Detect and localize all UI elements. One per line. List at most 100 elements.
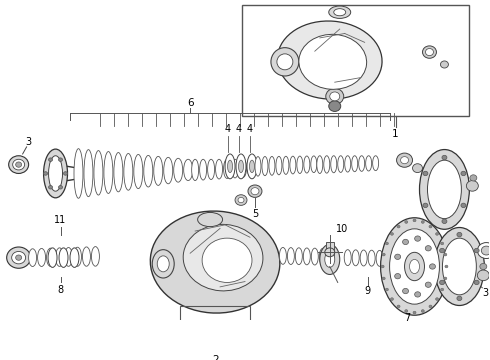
Ellipse shape [287, 248, 294, 265]
Ellipse shape [216, 159, 222, 179]
Text: 3: 3 [482, 288, 489, 298]
Bar [326, 242, 334, 261]
Ellipse shape [184, 159, 193, 181]
Ellipse shape [247, 159, 254, 177]
Ellipse shape [269, 157, 275, 175]
Circle shape [44, 172, 48, 175]
Ellipse shape [279, 247, 286, 264]
Circle shape [235, 195, 247, 205]
Circle shape [329, 101, 341, 112]
Ellipse shape [232, 159, 239, 178]
Ellipse shape [202, 238, 252, 283]
Circle shape [425, 246, 431, 251]
Ellipse shape [376, 250, 383, 266]
Circle shape [457, 296, 462, 301]
Ellipse shape [410, 260, 419, 274]
Ellipse shape [38, 248, 46, 266]
Ellipse shape [317, 156, 323, 174]
Ellipse shape [303, 248, 310, 265]
Circle shape [12, 251, 25, 264]
Ellipse shape [59, 248, 68, 267]
Circle shape [466, 181, 478, 191]
Circle shape [58, 185, 63, 189]
Circle shape [441, 288, 443, 291]
Circle shape [397, 225, 400, 228]
Circle shape [381, 265, 384, 268]
Circle shape [382, 277, 385, 280]
Circle shape [429, 225, 432, 228]
Ellipse shape [276, 156, 282, 175]
Circle shape [436, 233, 439, 235]
Ellipse shape [74, 247, 81, 266]
Circle shape [423, 203, 428, 208]
Ellipse shape [173, 158, 183, 182]
Circle shape [405, 221, 408, 223]
Circle shape [445, 265, 448, 268]
Ellipse shape [152, 250, 174, 278]
Circle shape [429, 305, 432, 308]
Ellipse shape [192, 159, 198, 181]
Text: 11: 11 [54, 215, 67, 225]
Ellipse shape [49, 156, 63, 191]
Ellipse shape [55, 248, 64, 266]
Circle shape [16, 255, 22, 260]
Circle shape [415, 236, 420, 241]
Ellipse shape [344, 250, 351, 266]
Ellipse shape [360, 250, 367, 266]
Ellipse shape [239, 160, 244, 172]
Circle shape [64, 172, 68, 175]
Ellipse shape [427, 160, 462, 219]
Circle shape [425, 49, 434, 56]
Ellipse shape [359, 156, 365, 171]
Ellipse shape [304, 156, 310, 173]
Ellipse shape [94, 150, 103, 195]
Circle shape [251, 188, 259, 195]
Ellipse shape [255, 157, 261, 176]
Ellipse shape [84, 150, 93, 197]
Ellipse shape [435, 228, 484, 306]
Ellipse shape [419, 149, 469, 229]
Ellipse shape [44, 149, 68, 198]
Ellipse shape [372, 156, 379, 171]
Text: 6: 6 [187, 98, 194, 108]
Text: 4: 4 [225, 124, 231, 134]
Circle shape [13, 159, 24, 170]
Ellipse shape [283, 156, 289, 174]
Ellipse shape [240, 159, 246, 177]
Circle shape [394, 274, 401, 279]
Circle shape [330, 92, 340, 101]
Circle shape [413, 164, 422, 172]
Ellipse shape [311, 248, 318, 265]
Ellipse shape [47, 248, 54, 266]
Ellipse shape [352, 250, 359, 266]
Text: 4: 4 [247, 124, 253, 134]
Ellipse shape [150, 211, 280, 313]
Ellipse shape [124, 153, 133, 190]
Circle shape [441, 242, 443, 245]
Circle shape [413, 311, 416, 314]
Circle shape [444, 277, 447, 280]
Circle shape [423, 171, 428, 176]
Ellipse shape [114, 153, 123, 192]
Ellipse shape [48, 248, 57, 267]
Ellipse shape [290, 156, 296, 174]
Ellipse shape [82, 247, 91, 266]
Circle shape [441, 61, 448, 68]
Ellipse shape [319, 248, 326, 265]
Circle shape [480, 264, 487, 270]
Circle shape [440, 248, 444, 253]
Ellipse shape [227, 160, 233, 172]
Circle shape [405, 310, 408, 312]
Circle shape [248, 185, 262, 197]
Circle shape [9, 156, 28, 174]
Ellipse shape [329, 6, 351, 18]
Circle shape [470, 175, 477, 181]
Circle shape [444, 253, 447, 256]
Circle shape [477, 270, 490, 281]
Circle shape [442, 155, 447, 160]
Circle shape [481, 246, 490, 255]
Text: 9: 9 [365, 286, 371, 296]
Ellipse shape [74, 149, 83, 198]
Ellipse shape [352, 156, 358, 172]
Ellipse shape [223, 159, 230, 179]
